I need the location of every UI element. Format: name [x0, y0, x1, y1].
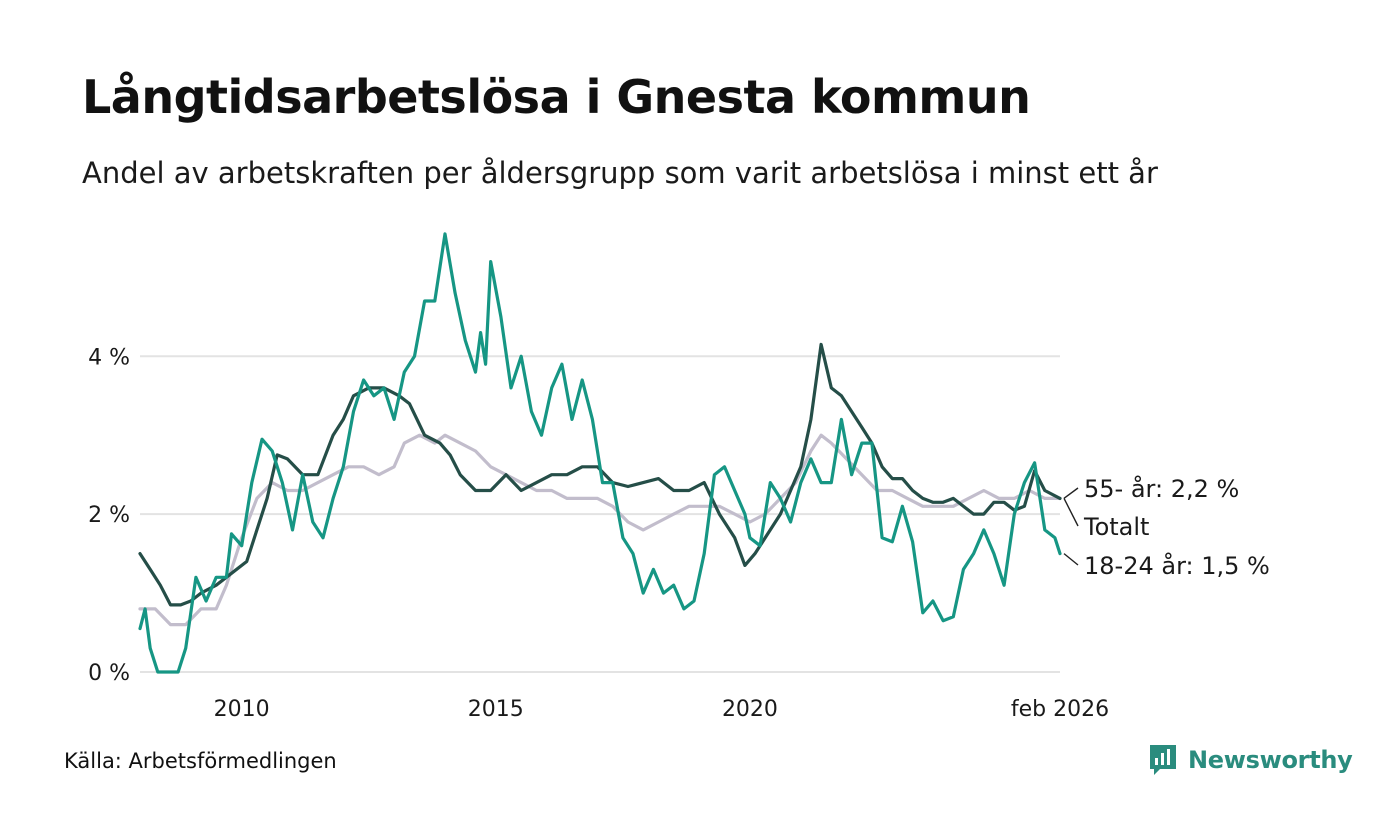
chart-subtitle: Andel av arbetskraften per åldersgrupp s…	[82, 156, 1158, 190]
end-label-older: 55- år: 2,2 %	[1084, 474, 1239, 503]
series-line-total	[138, 342, 1062, 607]
x-tick-label: 2015	[468, 697, 524, 722]
end-label-connector	[1063, 498, 1079, 527]
y-tick-label: 4 %	[88, 345, 130, 370]
y-axis: 0 % 2 % 4 %	[88, 345, 130, 686]
series-group	[138, 232, 1062, 674]
chart-title: Långtidsarbetslösa i Gnesta kommun	[82, 70, 1031, 124]
brand-logo[interactable]: Newsworthy	[1148, 743, 1353, 777]
x-tick-label: 2010	[214, 697, 270, 722]
brand-name: Newsworthy	[1188, 746, 1353, 774]
x-axis: 2010 2015 2020 feb 2026	[214, 697, 1109, 722]
source-note: Källa: Arbetsförmedlingen	[64, 749, 337, 773]
series-line-youth	[138, 232, 1062, 674]
y-tick-label: 2 %	[88, 503, 130, 528]
grid-lines	[140, 355, 1060, 673]
end-label-total: Totalt	[1083, 513, 1149, 541]
end-label-connector	[1063, 553, 1079, 566]
end-label-connector	[1063, 487, 1079, 499]
newsworthy-icon	[1150, 745, 1176, 775]
x-tick-label: 2020	[722, 697, 778, 722]
end-labels: 55- år: 2,2 % Totalt 18-24 år: 1,5 %	[1063, 474, 1270, 580]
y-tick-label: 0 %	[88, 661, 130, 686]
end-label-youth: 18-24 år: 1,5 %	[1084, 551, 1270, 580]
series-line-older	[138, 433, 1062, 627]
x-tick-label: feb 2026	[1011, 697, 1109, 722]
